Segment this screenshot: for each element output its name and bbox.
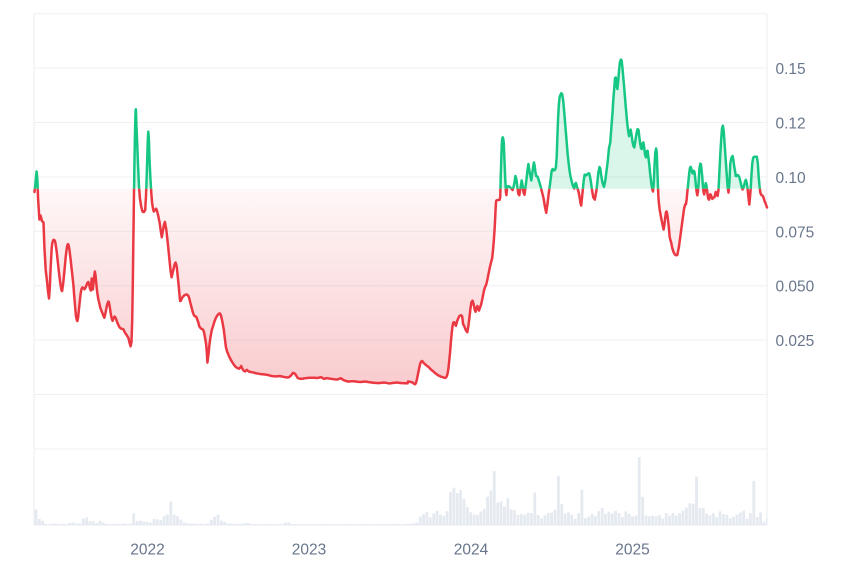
svg-text:2025: 2025: [615, 542, 649, 559]
svg-text:2022: 2022: [130, 542, 164, 559]
svg-text:0.12: 0.12: [776, 116, 806, 133]
svg-text:2024: 2024: [454, 542, 489, 559]
svg-text:0.075: 0.075: [776, 224, 815, 241]
svg-text:0.15: 0.15: [776, 61, 806, 78]
svg-text:2023: 2023: [292, 542, 326, 559]
svg-text:0.050: 0.050: [776, 279, 815, 296]
svg-text:0.10: 0.10: [776, 170, 807, 187]
svg-text:0.025: 0.025: [776, 333, 815, 350]
